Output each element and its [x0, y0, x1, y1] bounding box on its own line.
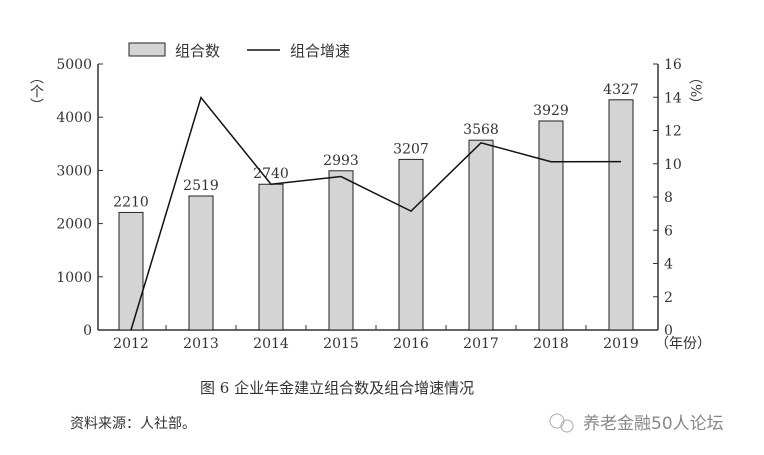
right-tick-label: 8 — [664, 190, 673, 206]
left-tick-label: 5000 — [56, 57, 92, 73]
bar-2014 — [258, 183, 284, 331]
bar-2019 — [608, 99, 634, 331]
left-tick-label: 3000 — [56, 163, 92, 179]
right-tick-label: 6 — [664, 223, 673, 239]
right-tick-label: 2 — [664, 290, 673, 306]
x-tick-label: 2012 — [113, 336, 149, 352]
watermark-text: 养老金融50人论坛 — [583, 414, 724, 434]
right-tick-label: 10 — [664, 157, 682, 173]
right-axis-unit: （%） — [687, 70, 703, 111]
right-tick-label: 14 — [664, 90, 682, 106]
bar-2012 — [118, 211, 144, 331]
left-tick-label: 0 — [83, 323, 92, 339]
bar-value-label: 2519 — [183, 178, 219, 194]
bar-value-label: 3207 — [393, 141, 429, 157]
x-tick-label: 2014 — [253, 336, 289, 352]
x-tick-label: 2015 — [323, 336, 359, 352]
x-tick-label: 2016 — [393, 336, 429, 352]
bar-2013 — [188, 195, 214, 331]
legend: 组合数 组合增速 — [128, 42, 350, 60]
left-tick-label: 4000 — [56, 110, 92, 126]
bar-value-label: 3568 — [463, 122, 499, 138]
chart-title: 图 6 企业年金建立组合数及组合增速情况 — [200, 379, 474, 397]
bar-2017 — [468, 139, 494, 331]
x-axis-unit: （年份） — [655, 336, 711, 352]
left-axis-unit: （个） — [28, 70, 44, 112]
legend-bar-label: 组合数 — [175, 42, 220, 60]
right-tick-label: 0 — [664, 323, 673, 339]
bar-2016 — [398, 158, 424, 331]
x-tick-label: 2019 — [603, 336, 639, 352]
wechat-icon — [549, 413, 565, 429]
x-tick-label: 2013 — [183, 336, 219, 352]
left-tick-label: 1000 — [56, 270, 92, 286]
right-tick-label: 4 — [664, 257, 673, 273]
bar-value-label: 2993 — [323, 153, 359, 169]
bar-value-label: 3929 — [533, 103, 569, 119]
bar-value-label: 4327 — [603, 82, 639, 98]
legend-line-label: 组合增速 — [290, 42, 350, 60]
left-tick-label: 2000 — [56, 217, 92, 233]
bar-value-label: 2210 — [113, 194, 149, 210]
right-tick-label: 16 — [664, 57, 682, 73]
source-note: 资料来源：人社部。 — [70, 416, 196, 432]
bar-2015 — [328, 170, 354, 331]
x-tick-label: 2017 — [463, 336, 499, 352]
x-tick-label: 2018 — [533, 336, 569, 352]
growth-line — [130, 96, 622, 331]
right-tick-label: 12 — [664, 124, 682, 140]
watermark: 养老金融50人论坛 — [549, 413, 724, 434]
bar-2018 — [538, 120, 564, 331]
bar-value-label: 2740 — [253, 166, 289, 182]
legend-bar-swatch — [128, 42, 166, 57]
